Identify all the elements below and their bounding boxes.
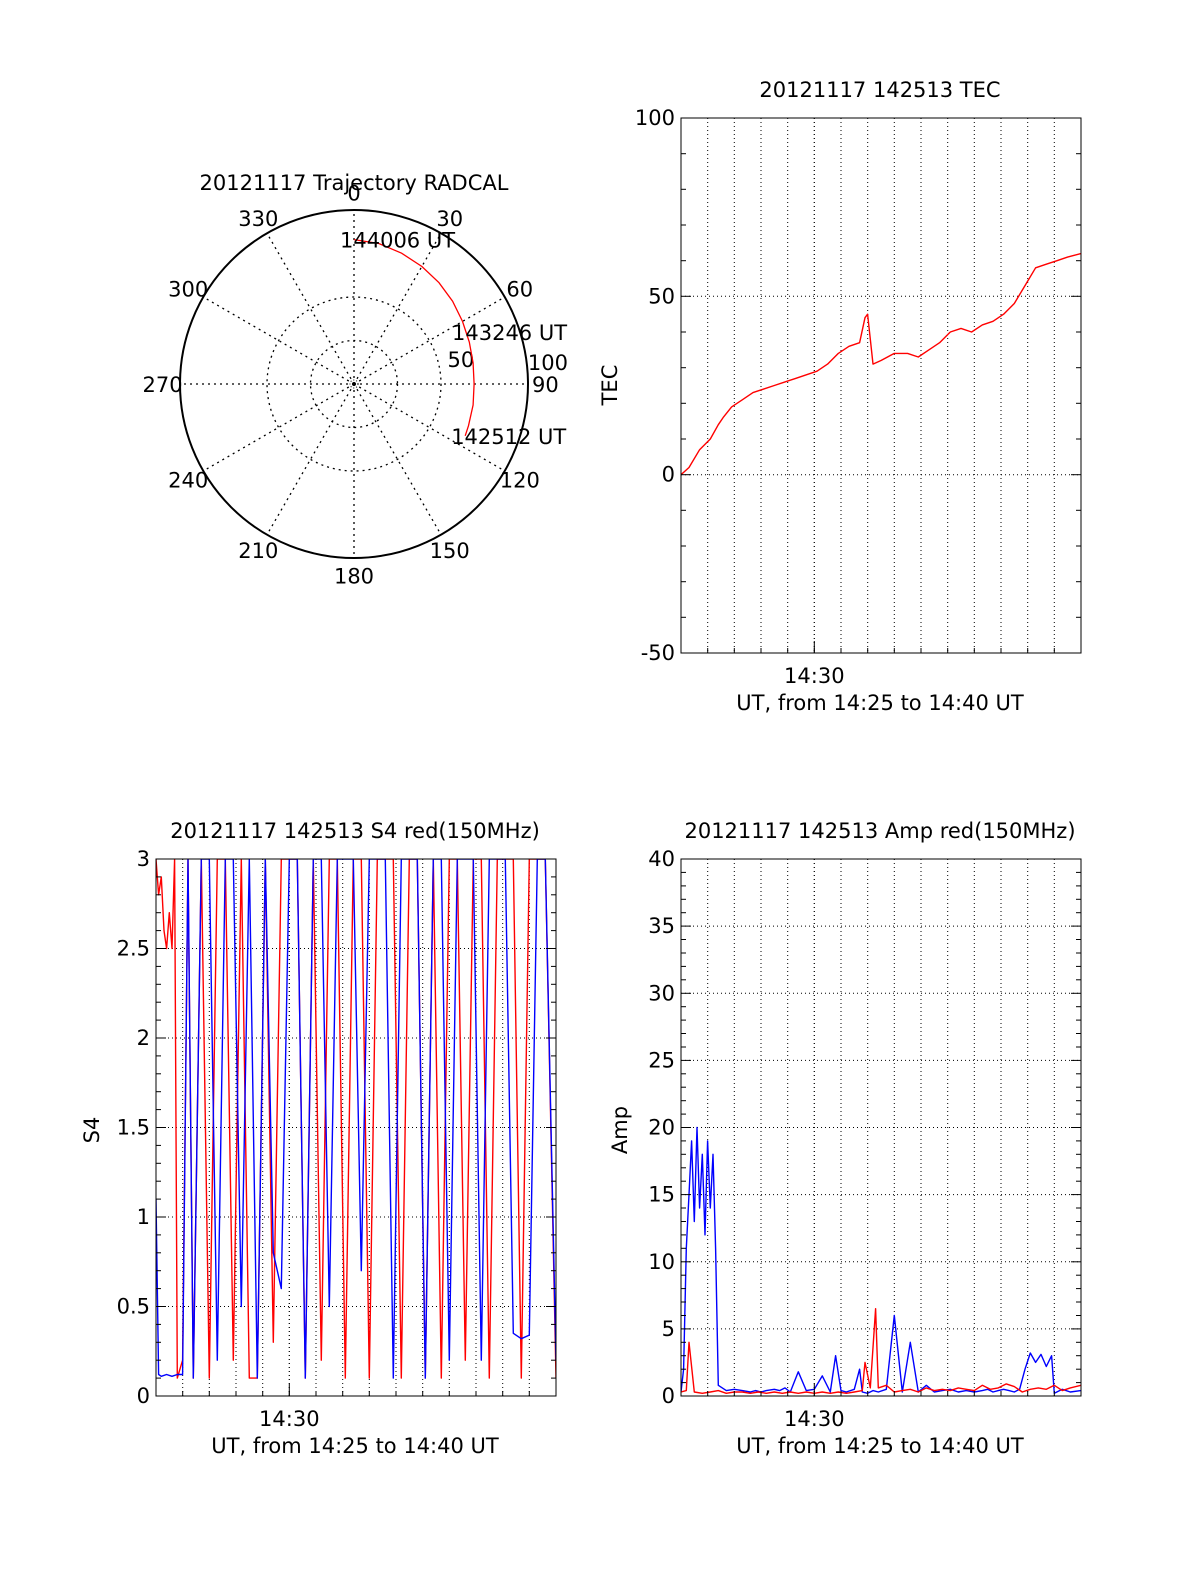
polar-angle-label: 0 bbox=[347, 182, 360, 206]
tec-plot-frame bbox=[680, 117, 1082, 654]
y-tick-label: 2.5 bbox=[117, 937, 150, 961]
polar-spoke bbox=[202, 383, 355, 472]
x-tick-label: 14:30 bbox=[259, 1407, 320, 1431]
y-tick-label: 1 bbox=[137, 1205, 150, 1229]
amp-chart: 20121117 142513 Amp red(150MHz) 0 5 10 15 20… bbox=[608, 819, 1082, 1458]
trajectory-time-labels: 144006 UT 143246 UT 142512 UT bbox=[340, 229, 567, 449]
polar-spoke bbox=[266, 383, 355, 536]
y-tick-label: 20 bbox=[648, 1116, 675, 1140]
polar-spoke bbox=[202, 296, 355, 385]
s4-chart: 20121117 142513 S4 red(150MHz) 0 0.5 1 1.5 2… bbox=[80, 819, 557, 1458]
polar-angle-labels: 0 30 60 90 120 150 180 210 240 270 300 330 bbox=[143, 182, 559, 589]
tec-y-axis-label: TEC bbox=[598, 365, 622, 407]
polar-spoke bbox=[353, 296, 506, 385]
polar-angle-label: 30 bbox=[436, 207, 463, 231]
y-tick-label: 1.5 bbox=[117, 1116, 150, 1140]
s4-chart-title: 20121117 142513 S4 red(150MHz) bbox=[170, 819, 540, 843]
y-tick-label: 0 bbox=[137, 1384, 150, 1408]
polar-angle-label: 240 bbox=[168, 469, 208, 493]
trajectory-line bbox=[353, 238, 475, 437]
y-tick-label: 15 bbox=[648, 1183, 675, 1207]
x-tick-label: 14:30 bbox=[784, 664, 845, 688]
tec-x-axis-label: UT, from 14:25 to 14:40 UT bbox=[736, 691, 1024, 715]
y-tick-label: 5 bbox=[662, 1317, 675, 1341]
polar-radial-label: 100 bbox=[528, 351, 568, 375]
polar-radial-labels: 50 100 bbox=[448, 348, 568, 375]
tec-grid bbox=[681, 117, 1081, 654]
trajectory-time-label: 142512 UT bbox=[451, 425, 566, 449]
amp-y-axis-label: Amp bbox=[608, 1106, 632, 1154]
polar-angle-label: 330 bbox=[238, 207, 278, 231]
s4-ticks: 0 0.5 1 1.5 2 2.5 3 14:30 bbox=[117, 847, 556, 1431]
y-tick-label: 30 bbox=[648, 981, 675, 1005]
amp-chart-title: 20121117 142513 Amp red(150MHz) bbox=[684, 819, 1075, 843]
y-tick-label: 2 bbox=[137, 1026, 150, 1050]
amp-grid bbox=[681, 858, 1081, 1397]
series-line-0 bbox=[681, 1126, 1081, 1394]
y-tick-label: 10 bbox=[648, 1250, 675, 1274]
amp-series bbox=[681, 1126, 1081, 1394]
y-tick-label: 40 bbox=[648, 847, 675, 871]
y-tick-label: 35 bbox=[648, 914, 675, 938]
y-tick-label: 0.5 bbox=[117, 1295, 150, 1319]
polar-radial-label: 50 bbox=[448, 348, 475, 372]
s4-x-axis-label: UT, from 14:25 to 14:40 UT bbox=[211, 1434, 499, 1458]
y-tick-label: 25 bbox=[648, 1048, 675, 1072]
tec-chart: 20121117 142513 TEC -50 0 50 100 14:30 TEC U… bbox=[598, 78, 1082, 715]
polar-spoke bbox=[353, 383, 442, 536]
y-tick-label: 0 bbox=[662, 1384, 675, 1408]
polar-angle-label: 60 bbox=[506, 277, 533, 301]
trajectory-time-label: 143246 UT bbox=[452, 321, 567, 345]
polar-angle-label: 180 bbox=[334, 564, 374, 588]
tec-series bbox=[681, 252, 1081, 476]
y-tick-label: 0 bbox=[662, 463, 675, 487]
polar-spoke bbox=[266, 232, 355, 385]
s4-series bbox=[156, 859, 556, 1379]
y-tick-label: 100 bbox=[635, 106, 675, 130]
polar-trajectory-chart: 20121117 Trajectory RADCAL 0 30 60 90 120 150… bbox=[143, 171, 568, 588]
polar-angle-label: 120 bbox=[500, 469, 540, 493]
amp-x-axis-label: UT, from 14:25 to 14:40 UT bbox=[736, 1434, 1024, 1458]
x-tick-label: 14:30 bbox=[784, 1407, 845, 1431]
y-tick-label: -50 bbox=[641, 641, 675, 665]
polar-center bbox=[349, 379, 359, 389]
y-tick-label: 50 bbox=[648, 284, 675, 308]
series-line-0 bbox=[681, 252, 1081, 476]
polar-outer-ring bbox=[179, 209, 529, 559]
polar-angle-label: 90 bbox=[532, 373, 559, 397]
polar-angle-label: 150 bbox=[430, 539, 470, 563]
s4-y-axis-label: S4 bbox=[80, 1117, 104, 1144]
y-tick-label: 3 bbox=[137, 847, 150, 871]
amp-ticks: 0 5 10 15 20 25 30 35 40 14:30 bbox=[648, 847, 1081, 1431]
series-line-1 bbox=[156, 859, 556, 1379]
polar-angle-label: 210 bbox=[238, 539, 278, 563]
polar-grid bbox=[180, 210, 528, 558]
tec-ticks: -50 0 50 100 14:30 bbox=[635, 106, 1081, 688]
polar-spoke bbox=[353, 232, 442, 385]
polar-spoke bbox=[353, 383, 506, 472]
trajectory-time-label: 144006 UT bbox=[340, 229, 455, 253]
series-line-1 bbox=[681, 1308, 1081, 1394]
polar-angle-label: 270 bbox=[143, 373, 183, 397]
tec-chart-title: 20121117 142513 TEC bbox=[759, 78, 1000, 102]
polar-angle-label: 300 bbox=[168, 277, 208, 301]
polar-chart-title: 20121117 Trajectory RADCAL bbox=[200, 171, 509, 195]
polar-range-ring bbox=[309, 339, 399, 429]
s4-grid bbox=[156, 858, 556, 1397]
polar-range-ring bbox=[266, 296, 442, 472]
